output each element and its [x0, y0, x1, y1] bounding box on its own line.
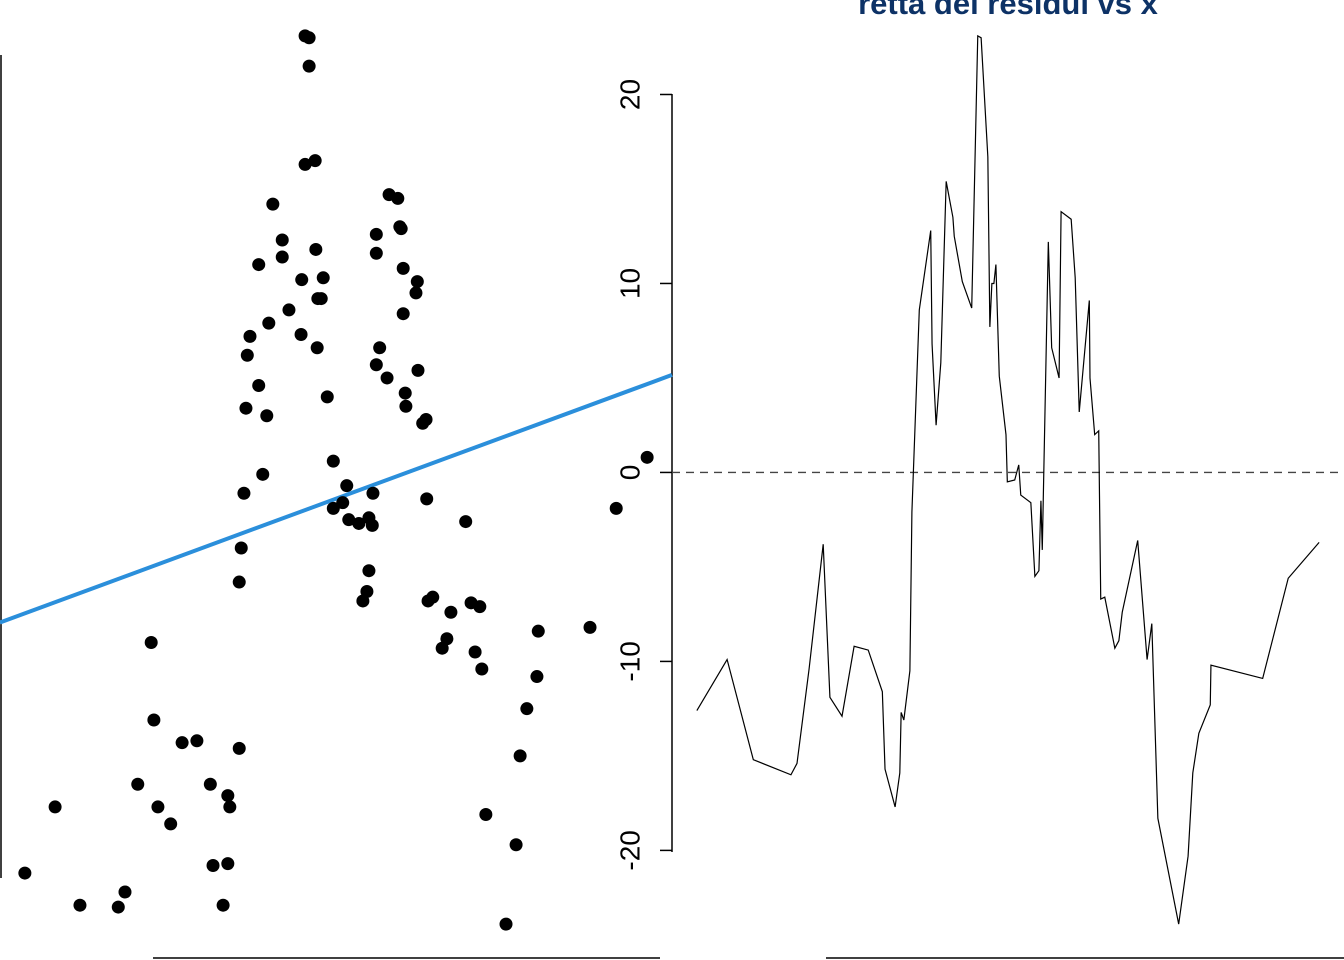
y-tick-label: -10 [614, 641, 645, 681]
point [369, 227, 383, 241]
point [609, 501, 623, 515]
point [309, 242, 323, 256]
point [420, 492, 434, 506]
point [144, 636, 158, 650]
point [275, 233, 289, 247]
point [232, 741, 246, 755]
point [260, 409, 274, 423]
point [298, 157, 312, 171]
point [369, 358, 383, 372]
point [475, 662, 489, 676]
point [239, 401, 253, 415]
point [479, 807, 493, 821]
point [509, 838, 523, 852]
point [111, 900, 125, 914]
regression-line [0, 373, 673, 625]
point [282, 303, 296, 317]
point [266, 197, 280, 211]
point [320, 390, 334, 404]
point [583, 620, 597, 634]
point [409, 286, 423, 300]
point [223, 800, 237, 814]
point [131, 777, 145, 791]
y-tick-label: 0 [614, 465, 645, 481]
point [362, 564, 376, 578]
point [203, 777, 217, 791]
point [275, 250, 289, 264]
point [234, 541, 248, 555]
y-tick-label: -20 [614, 830, 645, 870]
point [530, 670, 544, 684]
point [237, 486, 251, 500]
point [175, 736, 189, 750]
point [190, 734, 204, 748]
point [302, 31, 316, 45]
point [440, 632, 454, 646]
point [18, 866, 32, 880]
point [326, 454, 340, 468]
point [232, 575, 246, 589]
point [314, 292, 328, 306]
point [316, 271, 330, 285]
point [513, 749, 527, 763]
point [310, 341, 324, 355]
line [696, 34, 1320, 925]
point [459, 515, 473, 529]
point [365, 518, 379, 532]
point [336, 496, 350, 510]
y-tick-label: 10 [614, 268, 645, 299]
point [340, 479, 354, 493]
point [399, 399, 413, 413]
point [468, 645, 482, 659]
point [326, 501, 340, 515]
point [352, 516, 366, 530]
point [398, 386, 412, 400]
point [499, 917, 513, 931]
point [221, 789, 235, 803]
point [396, 307, 410, 321]
y-tick-label: 20 [614, 79, 645, 110]
point [380, 371, 394, 385]
point [531, 624, 545, 638]
point [473, 600, 487, 614]
point [256, 467, 270, 481]
point [73, 898, 87, 912]
point [243, 329, 257, 343]
point [342, 513, 356, 527]
point [302, 59, 316, 73]
point [410, 275, 424, 289]
point [164, 817, 178, 831]
point [262, 316, 276, 330]
point [240, 348, 254, 362]
point [444, 605, 458, 619]
point [411, 363, 425, 377]
point [221, 857, 235, 871]
point [391, 191, 405, 205]
point [366, 486, 380, 500]
point [118, 885, 132, 899]
point [419, 413, 433, 427]
chart-title: retta dei residui vs x [858, 0, 1159, 21]
point [295, 273, 309, 287]
point [216, 898, 230, 912]
point [360, 584, 374, 598]
point [394, 222, 408, 236]
point [520, 702, 534, 716]
point [48, 800, 62, 814]
point [426, 590, 440, 604]
point [151, 800, 165, 814]
point [252, 379, 266, 393]
point [308, 154, 322, 168]
point [396, 261, 410, 275]
point [640, 450, 654, 464]
point [294, 327, 308, 341]
point [373, 341, 387, 355]
point [369, 246, 383, 260]
point [147, 713, 161, 727]
point [252, 258, 266, 272]
point [206, 859, 220, 873]
